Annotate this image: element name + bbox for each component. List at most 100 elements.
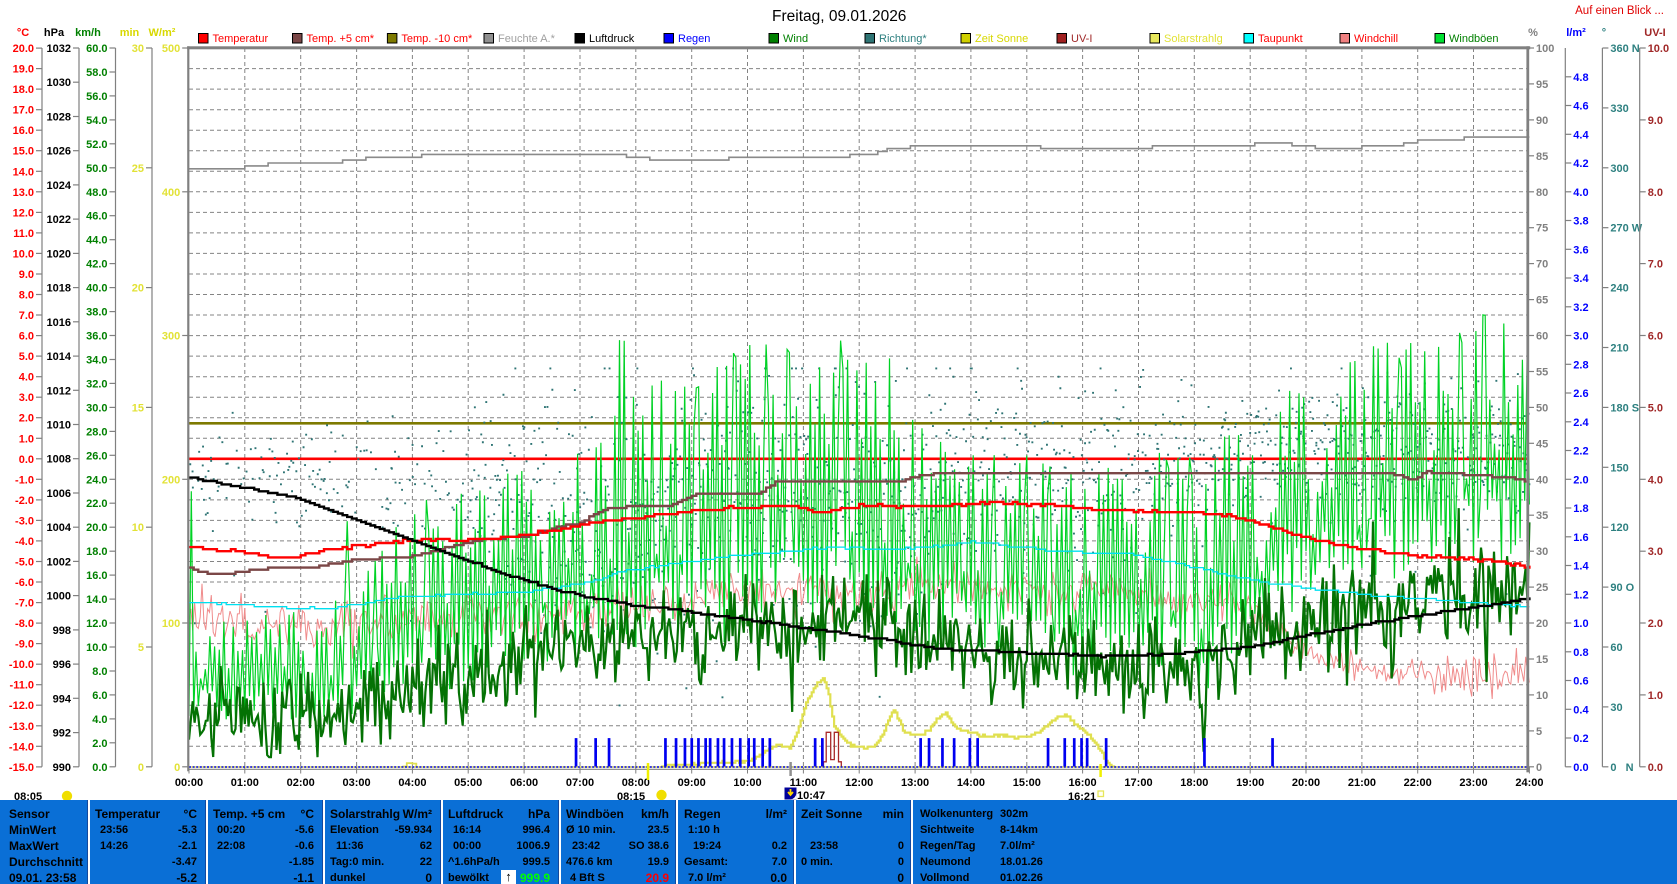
svg-text:6.0: 6.0 (92, 690, 107, 702)
svg-text:15:00: 15:00 (1013, 777, 1041, 789)
svg-text:180 S: 180 S (1610, 402, 1639, 414)
svg-text:70: 70 (1536, 259, 1548, 271)
svg-text:210: 210 (1610, 343, 1628, 355)
svg-text:-5.0: -5.0 (15, 557, 34, 569)
svg-text:60.0: 60.0 (86, 43, 107, 55)
svg-text:16:00: 16:00 (1069, 777, 1097, 789)
svg-text:38.0: 38.0 (86, 307, 107, 319)
svg-text:994: 994 (53, 693, 72, 705)
svg-text:25: 25 (1536, 582, 1548, 594)
svg-text:20: 20 (132, 283, 144, 295)
svg-text:65: 65 (1536, 295, 1548, 307)
svg-text:22.0: 22.0 (86, 498, 107, 510)
svg-text:100: 100 (1536, 43, 1554, 55)
svg-text:18.0: 18.0 (86, 546, 107, 558)
svg-text:06:00: 06:00 (510, 777, 538, 789)
svg-text:300: 300 (1610, 163, 1628, 175)
svg-text:25: 25 (132, 163, 144, 175)
svg-text:4.6: 4.6 (1573, 101, 1588, 113)
svg-text:W/m²: W/m² (149, 27, 176, 39)
svg-text:0.6: 0.6 (1573, 676, 1588, 688)
svg-text:Feuchte A.*: Feuchte A.* (498, 33, 556, 45)
svg-text:10.0: 10.0 (13, 248, 34, 260)
svg-text:400: 400 (162, 187, 180, 199)
svg-text:0: 0 (138, 762, 144, 774)
svg-text:34.0: 34.0 (86, 355, 107, 367)
svg-text:75: 75 (1536, 223, 1548, 235)
svg-text:km/h: km/h (75, 27, 101, 39)
svg-text:9.0: 9.0 (19, 269, 34, 281)
svg-text:60: 60 (1610, 642, 1622, 654)
svg-text:-10.0: -10.0 (9, 659, 34, 671)
svg-text:5: 5 (1536, 726, 1542, 738)
svg-text:Temp. -10 cm*: Temp. -10 cm* (401, 33, 473, 45)
svg-text:2.0: 2.0 (19, 413, 34, 425)
svg-text:13:00: 13:00 (901, 777, 929, 789)
svg-text:16.0: 16.0 (13, 125, 34, 137)
svg-text:1030: 1030 (47, 77, 71, 89)
svg-text:4.0: 4.0 (1648, 474, 1663, 486)
svg-text:32.0: 32.0 (86, 378, 107, 390)
svg-text:3.0: 3.0 (1648, 546, 1663, 558)
svg-text:Windchill: Windchill (1354, 33, 1398, 45)
svg-text:Zeit Sonne: Zeit Sonne (975, 33, 1028, 45)
svg-text:05:00: 05:00 (454, 777, 482, 789)
svg-text:12:00: 12:00 (845, 777, 873, 789)
svg-text:52.0: 52.0 (86, 139, 107, 151)
svg-text:min: min (120, 27, 140, 39)
svg-text:17:00: 17:00 (1124, 777, 1152, 789)
svg-text:16:21: 16:21 (1068, 791, 1096, 800)
svg-text:17.0: 17.0 (13, 105, 34, 117)
svg-text:1026: 1026 (47, 146, 71, 158)
svg-text:2.6: 2.6 (1573, 388, 1588, 400)
svg-text:0: 0 (1536, 762, 1542, 774)
svg-text:-7.0: -7.0 (15, 598, 34, 610)
svg-text:2.8: 2.8 (1573, 359, 1588, 371)
svg-text:4.0: 4.0 (1573, 187, 1588, 199)
svg-text:hPa: hPa (44, 27, 65, 39)
svg-text:30: 30 (132, 43, 144, 55)
svg-text:23:00: 23:00 (1459, 777, 1487, 789)
svg-text:0.0: 0.0 (92, 762, 107, 774)
svg-text:-4.0: -4.0 (15, 536, 34, 548)
svg-text:1020: 1020 (47, 248, 71, 260)
svg-text:36.0: 36.0 (86, 331, 107, 343)
svg-text:10.0: 10.0 (1648, 43, 1669, 55)
svg-text:240: 240 (1610, 283, 1628, 295)
svg-text:Regen: Regen (678, 33, 710, 45)
svg-text:500: 500 (162, 43, 180, 55)
svg-text:9.0: 9.0 (1648, 115, 1663, 127)
svg-text:80: 80 (1536, 187, 1548, 199)
svg-text:Windböen: Windböen (1449, 33, 1499, 45)
svg-text:95: 95 (1536, 79, 1548, 91)
svg-text:1.6: 1.6 (1573, 532, 1588, 544)
svg-text:Richtung*: Richtung* (879, 33, 927, 45)
svg-text:14.0: 14.0 (86, 594, 107, 606)
svg-text:10: 10 (132, 522, 144, 534)
svg-text:7.0: 7.0 (1648, 259, 1663, 271)
svg-text:1002: 1002 (47, 556, 71, 568)
svg-text:150: 150 (1610, 462, 1628, 474)
svg-text:40: 40 (1536, 474, 1548, 486)
svg-text:0.0: 0.0 (19, 454, 34, 466)
svg-text:19.0: 19.0 (13, 64, 34, 76)
svg-text:1010: 1010 (47, 420, 71, 432)
svg-text:12.0: 12.0 (13, 207, 34, 219)
svg-text:19:00: 19:00 (1236, 777, 1264, 789)
svg-text:26.0: 26.0 (86, 450, 107, 462)
svg-text:60: 60 (1536, 331, 1548, 343)
svg-text:2.4: 2.4 (1573, 417, 1589, 429)
svg-text:08:00: 08:00 (622, 777, 650, 789)
svg-text:50: 50 (1536, 402, 1548, 414)
svg-text:-8.0: -8.0 (15, 618, 34, 630)
svg-text:3.6: 3.6 (1573, 244, 1588, 256)
svg-text:13.0: 13.0 (13, 187, 34, 199)
svg-text:UV-I: UV-I (1644, 27, 1665, 39)
svg-text:-3.0: -3.0 (15, 515, 34, 527)
svg-text:54.0: 54.0 (86, 115, 107, 127)
svg-text:6.0: 6.0 (1648, 331, 1663, 343)
svg-text:1.0: 1.0 (19, 433, 34, 445)
svg-text:30.0: 30.0 (86, 402, 107, 414)
svg-text:990: 990 (53, 762, 71, 774)
svg-text:20: 20 (1536, 618, 1548, 630)
